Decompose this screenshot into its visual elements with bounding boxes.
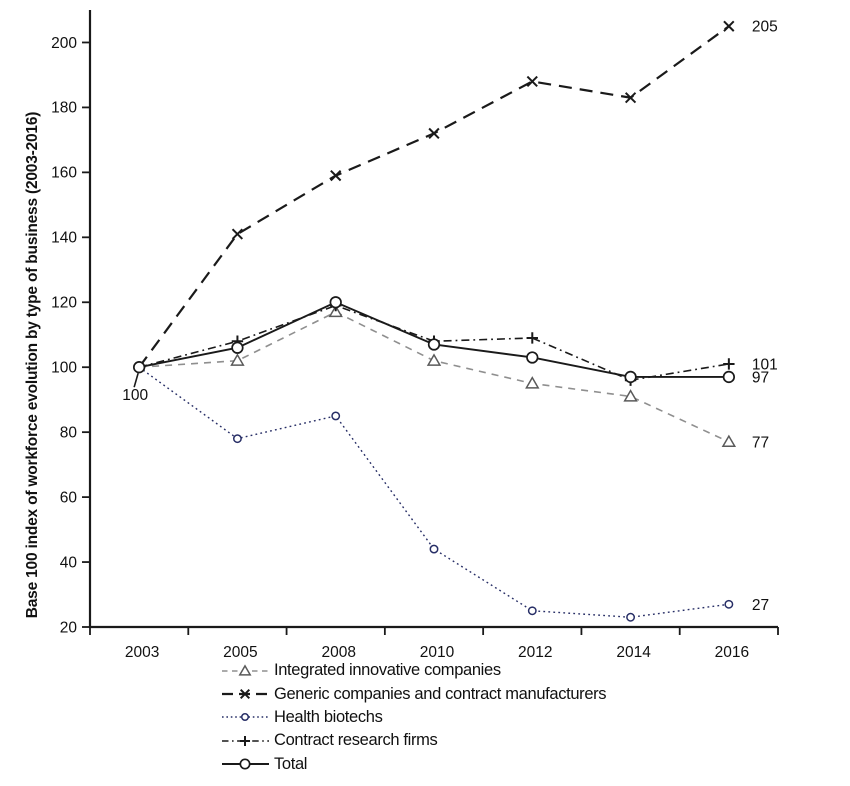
marker-circle-icon [526, 351, 539, 364]
marker-x-icon [526, 75, 538, 88]
y-tick-label: 80 [60, 424, 78, 441]
y-tick-label: 40 [60, 554, 78, 571]
marker-circle-icon [624, 370, 637, 384]
legend-key-health-biotechs [222, 713, 269, 722]
marker-circle-small-icon [527, 606, 537, 616]
legend-key-integrated-innovative-companies [222, 664, 269, 676]
marker-circle-icon [231, 341, 244, 354]
marker-x-icon [330, 170, 342, 182]
marker-circle-icon [329, 296, 342, 309]
marker-x-icon [231, 228, 244, 240]
marker-triangle-icon [230, 353, 245, 366]
marker-x-icon [239, 689, 251, 700]
y-tick-label: 140 [51, 230, 77, 247]
x-tick-label: 2008 [321, 644, 355, 661]
legend-item-contract-research-firms: Contract research firms [221, 729, 606, 752]
legend-item-integrated-innovative-companies: Integrated innovative companies [221, 659, 606, 682]
marker-triangle-icon [426, 353, 442, 366]
x-tick-label: 2005 [223, 644, 257, 661]
y-tick-label: 20 [60, 619, 78, 636]
legend-label: Contract research firms [274, 731, 438, 750]
marker-circle-icon [427, 338, 441, 351]
chart-legend: Integrated innovative companies Generic c… [221, 659, 607, 776]
x-tick-label: 2012 [518, 644, 552, 661]
end-value-label: 97 [752, 369, 769, 386]
legend-label: Health biotechs [274, 707, 383, 726]
marker-circle-icon [132, 361, 146, 374]
start-value-label: 100 [122, 387, 148, 404]
legend-item-health-biotechs: Health biotechs [221, 706, 606, 729]
legend-item-total: Total [221, 753, 606, 776]
marker-triangle-icon [623, 389, 638, 402]
marker-plus-icon [723, 358, 735, 370]
legend-label: Total [274, 754, 308, 773]
legend-key-generic-companies-and-contract-manufacturers [222, 689, 269, 700]
x-tick-label: 2014 [616, 644, 651, 661]
end-value-label: 77 [752, 434, 769, 451]
series-line-health-biotechs [138, 366, 729, 618]
legend-key-total [222, 758, 269, 770]
marker-triangle-icon [721, 434, 737, 448]
y-tick-label: 100 [51, 360, 77, 377]
y-tick-label: 120 [51, 295, 77, 312]
x-tick-label: 2003 [125, 644, 159, 661]
y-tick-label: 180 [51, 100, 77, 117]
legend-label: Generic companies and contract manufactu… [274, 684, 607, 703]
marker-plus-icon [239, 735, 251, 746]
y-tick-label: 160 [51, 165, 77, 182]
marker-circle-small-icon [240, 713, 250, 722]
start-label-leader-line [133, 372, 139, 388]
marker-x-icon [428, 127, 440, 140]
marker-triangle-icon [525, 376, 540, 389]
series-line-generic-companies-and-contract-manufacturers [138, 25, 730, 368]
legend-item-generic-companies-and-contract-manufacturers: Generic companies and contract manufactu… [221, 682, 607, 705]
x-tick-label: 2010 [420, 644, 455, 661]
end-value-label: 205 [752, 19, 778, 36]
marker-circle-small-icon [626, 612, 636, 622]
marker-plus-icon [526, 332, 538, 344]
marker-triangle-icon [238, 664, 252, 676]
marker-x-icon [723, 20, 735, 32]
marker-circle-small-icon [429, 544, 439, 554]
marker-triangle-icon [328, 304, 343, 318]
x-tick-label: 2016 [715, 644, 749, 661]
end-value-label: 27 [752, 597, 769, 614]
marker-circle-icon [239, 758, 251, 770]
marker-x-icon [624, 92, 637, 104]
marker-circle-small-icon [724, 599, 734, 609]
y-tick-label: 60 [60, 489, 78, 506]
marker-circle-small-icon [331, 411, 341, 421]
legend-key-contract-research-firms [222, 735, 269, 746]
marker-circle-icon [722, 370, 736, 384]
marker-circle-small-icon [232, 434, 242, 444]
legend-label: Integrated innovative companies [274, 661, 501, 680]
y-tick-label: 200 [51, 35, 77, 52]
end-value-label: 101 [752, 356, 778, 373]
